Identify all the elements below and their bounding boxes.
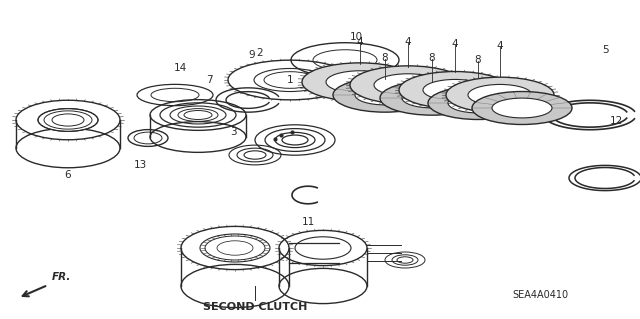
Text: 13: 13	[133, 160, 147, 170]
Ellipse shape	[399, 71, 511, 108]
Ellipse shape	[350, 66, 466, 104]
Text: 1: 1	[287, 75, 293, 85]
Ellipse shape	[380, 81, 484, 115]
Text: 6: 6	[65, 170, 71, 180]
Text: 4: 4	[356, 37, 364, 47]
Ellipse shape	[326, 71, 394, 93]
Text: 14: 14	[173, 63, 187, 73]
Text: FR.: FR.	[52, 272, 72, 282]
Text: 2: 2	[256, 48, 262, 58]
Ellipse shape	[472, 92, 572, 124]
Text: SECOND CLUTCH: SECOND CLUTCH	[203, 302, 307, 312]
Text: 8: 8	[429, 53, 435, 63]
Ellipse shape	[448, 93, 508, 113]
Ellipse shape	[492, 98, 552, 118]
Ellipse shape	[374, 74, 442, 96]
Text: 8: 8	[475, 55, 481, 65]
Text: 10: 10	[350, 32, 363, 42]
Ellipse shape	[302, 63, 418, 101]
Text: 9: 9	[248, 50, 255, 60]
Ellipse shape	[446, 77, 554, 113]
Text: 4: 4	[452, 39, 458, 49]
Text: 5: 5	[602, 45, 609, 55]
Ellipse shape	[428, 86, 528, 120]
Text: 8: 8	[381, 53, 388, 63]
Ellipse shape	[355, 85, 415, 105]
Ellipse shape	[38, 108, 98, 131]
Text: SEA4A0410: SEA4A0410	[512, 290, 568, 300]
Ellipse shape	[423, 79, 487, 100]
Text: 4: 4	[404, 37, 412, 47]
Text: 11: 11	[301, 217, 315, 227]
Ellipse shape	[402, 88, 462, 108]
Text: 12: 12	[610, 116, 623, 126]
Ellipse shape	[468, 85, 532, 106]
Text: 4: 4	[497, 41, 503, 51]
Text: 3: 3	[230, 127, 237, 137]
Ellipse shape	[333, 78, 437, 112]
Text: 7: 7	[206, 75, 212, 85]
